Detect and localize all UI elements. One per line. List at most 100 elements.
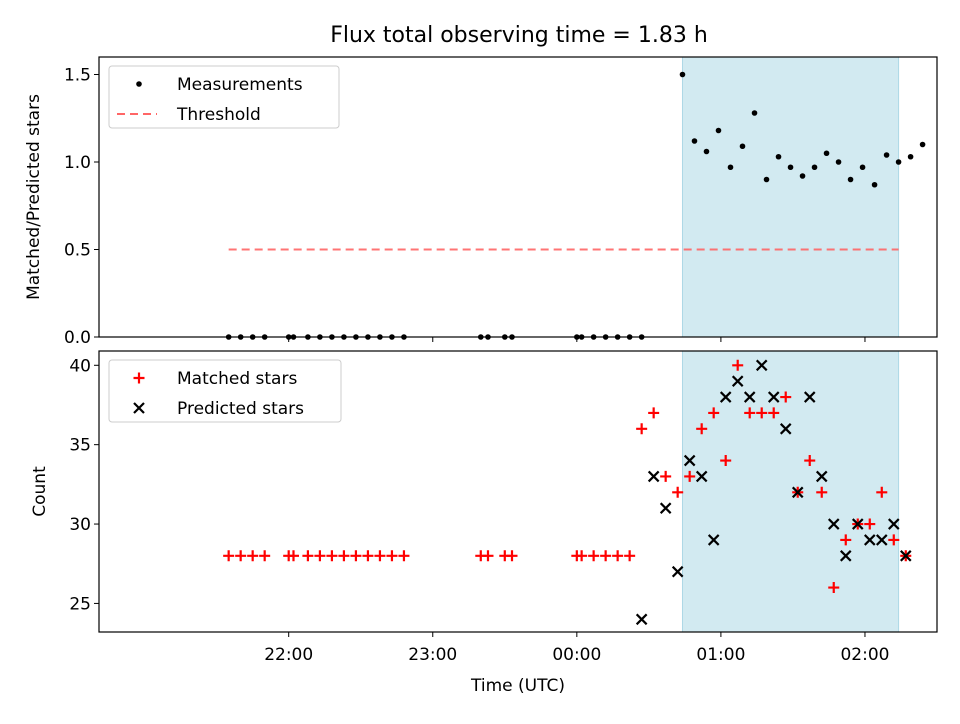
y-tick-label: 0.0 — [64, 328, 91, 348]
y-tick-label: 35 — [69, 436, 91, 456]
legend-box — [108, 359, 342, 423]
matched-star-point — [864, 518, 876, 530]
measurement-point — [679, 71, 686, 78]
measurement-point — [249, 334, 256, 340]
measurement-point — [590, 334, 597, 340]
matched-star-point — [720, 455, 732, 467]
measurement-point — [485, 334, 491, 340]
measurement-point — [835, 159, 842, 165]
predicted-star-point — [779, 423, 792, 435]
measurement-point — [799, 173, 806, 179]
matched-star-point — [708, 407, 720, 419]
matched-star-point — [386, 550, 398, 562]
measurement-point — [290, 334, 297, 340]
matched-star-point — [732, 359, 744, 371]
y-tick-label: 30 — [69, 515, 91, 535]
measurement-point — [763, 176, 770, 183]
matched-star-point — [756, 407, 768, 419]
axes-frame — [98, 350, 938, 633]
predicted-star-point — [815, 470, 828, 483]
legend-box — [108, 65, 340, 129]
measurement-point — [823, 150, 830, 157]
legend-marker — [133, 372, 145, 384]
measurement-point — [329, 334, 335, 340]
matched-star-point — [828, 582, 840, 594]
matched-star-point — [744, 407, 756, 419]
y-tick-label: 0.5 — [64, 241, 91, 261]
measurement-point — [895, 159, 902, 165]
measurement-point — [501, 334, 508, 340]
predicted-star-point — [791, 486, 804, 499]
legend-label: Threshold — [176, 105, 261, 125]
chart-title: Flux total observing time = 1.83 h — [330, 23, 708, 48]
matched-star-point — [648, 407, 660, 419]
measurement-point — [509, 334, 515, 340]
y-tick-label: 1.5 — [64, 66, 91, 86]
matched-star-point — [350, 550, 362, 562]
predicted-star-point — [803, 391, 816, 403]
legend-label: Predicted stars — [177, 399, 304, 419]
matched-star-point — [624, 550, 636, 562]
measurement-point — [614, 334, 621, 340]
measurement-point — [574, 334, 580, 340]
measurement-point — [237, 334, 244, 340]
matched-star-point — [362, 550, 374, 562]
matched-star-point — [684, 470, 696, 482]
measurement-point — [847, 176, 854, 183]
y-axis-label: Count — [30, 466, 50, 517]
y-tick-label: 1.0 — [64, 153, 91, 173]
ratio-panel: 0.0 0.5 1.0 1.5 Matched/Predicted stars Measu… — [24, 56, 938, 348]
predicted-star-point — [863, 534, 876, 546]
matched-star-point — [576, 550, 588, 562]
matched-star-point — [338, 550, 350, 562]
measurement-point — [225, 334, 232, 340]
predicted-star-point — [635, 613, 648, 626]
shaded-interval — [681, 350, 900, 633]
legend-label: Measurements — [177, 75, 303, 95]
matched-star-point — [660, 470, 672, 482]
measurement-point — [626, 334, 633, 340]
matched-star-point — [588, 550, 600, 562]
predicted-star-point — [647, 470, 660, 483]
measurement-point — [715, 127, 722, 134]
measurement-point — [871, 181, 878, 188]
measurement-point — [578, 334, 585, 340]
predicted-star-point — [827, 518, 840, 530]
shaded-interval — [681, 56, 900, 338]
predicted-star-point — [707, 534, 720, 546]
x-tick-label: 02:00 — [840, 645, 889, 665]
x-tick-label: 23:00 — [408, 645, 457, 665]
predicted-star-point — [743, 391, 756, 403]
measurement-point — [638, 334, 645, 340]
measurement-point — [727, 164, 734, 171]
matched-star-point — [696, 423, 708, 435]
matched-star-point — [888, 534, 900, 546]
measurement-point — [775, 153, 782, 160]
x-axis-label: Time (UTC) — [470, 676, 565, 696]
y-tick-label: 40 — [69, 356, 91, 376]
measurement-point — [703, 148, 710, 155]
y-axis-label: Matched/Predicted stars — [24, 94, 44, 300]
matched-star-point — [235, 550, 247, 562]
matched-star-point — [780, 391, 792, 403]
matched-star-point — [247, 550, 259, 562]
legend-label: Matched stars — [177, 369, 297, 389]
x-tick-label: 00:00 — [552, 645, 601, 665]
measurement-point — [341, 334, 347, 340]
measurement-point — [907, 153, 914, 160]
matched-star-point — [636, 423, 648, 435]
measurement-point — [739, 143, 746, 150]
x-tick-label: 22:00 — [264, 645, 313, 665]
predicted-star-point — [888, 518, 900, 530]
predicted-star-point — [839, 550, 852, 562]
matched-star-point — [768, 407, 780, 419]
legend-marker — [136, 81, 142, 87]
matched-star-point — [672, 486, 684, 498]
matched-star-point — [506, 550, 518, 562]
y-tick-label: 25 — [69, 594, 91, 614]
measurement-point — [602, 334, 609, 340]
matched-star-point — [326, 550, 338, 562]
matched-star-point — [302, 550, 314, 562]
measurement-point — [365, 334, 371, 340]
x-tick-label: 01:00 — [696, 645, 745, 665]
